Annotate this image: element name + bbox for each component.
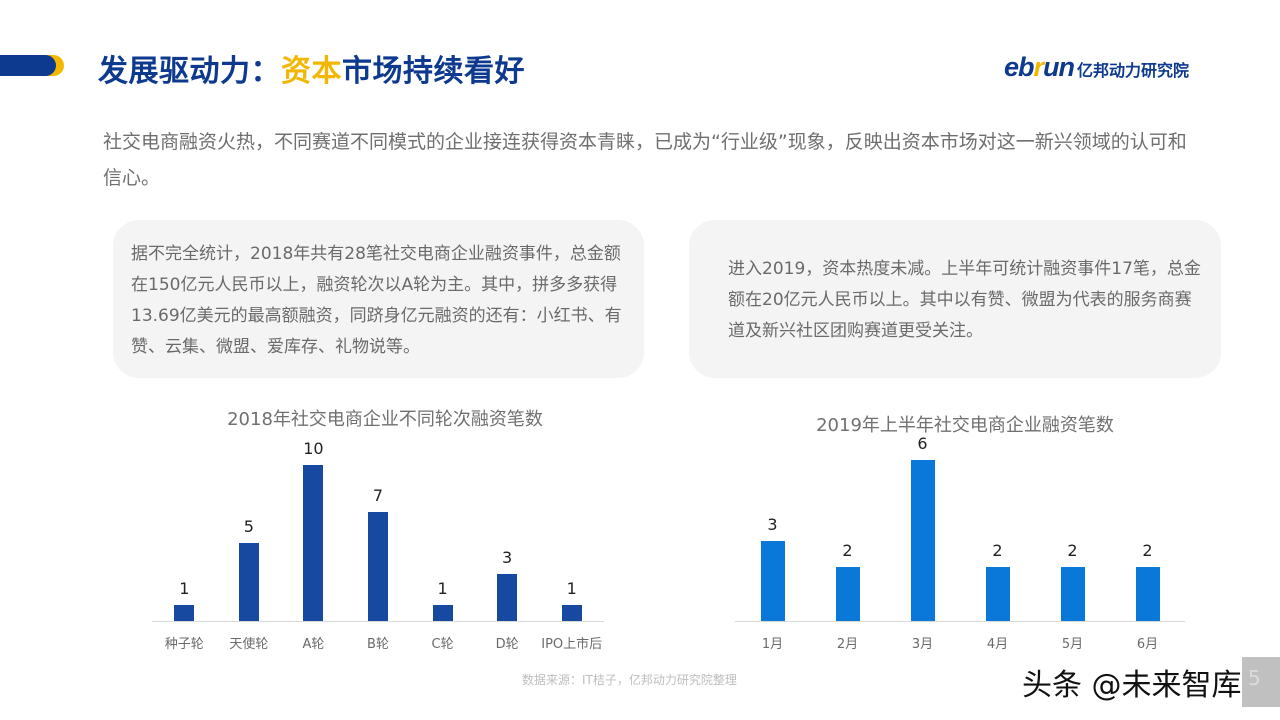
chart-title: 2018年社交电商企业不同轮次融资笔数 (227, 409, 543, 430)
accent-bar-blue (0, 55, 56, 76)
bar-value-label: 1 (179, 579, 190, 599)
bar (1135, 567, 1160, 621)
logo-chinese: 亿邦动力研究院 (1077, 61, 1190, 80)
category-label: 种子轮 (164, 637, 204, 652)
data-source-note: 数据来源：IT桔子，亿邦动力研究院整理 (522, 673, 737, 687)
chart-2019-monthly: 2019年上半年社交电商企业融资笔数 3 1月 2 2月 6 3月 2 4月 2 5月 2 6月 (730, 400, 1200, 660)
category-label: IPO上市后 (541, 637, 603, 652)
card-text: 据不完全统计，2018年共有28笔社交电商企业融资事件，总金额在150亿元人民币… (131, 244, 622, 357)
bar-value-label: 2 (1067, 541, 1078, 561)
title-highlight: 资本 (281, 54, 342, 89)
intro-paragraph: 社交电商融资火热，不同赛道不同模式的企业接连获得资本青睐，已成为“行业级”现象，… (103, 131, 1187, 189)
page-number: 5 (1248, 666, 1261, 690)
bar-value-label: 3 (502, 548, 513, 568)
bar (432, 605, 453, 621)
chart-baseline (152, 621, 604, 622)
title-prefix: 发展驱动力： (98, 54, 281, 89)
bar (497, 574, 518, 621)
card-2019-summary: 进入2019，资本热度未减。上半年可统计融资事件17笔，总金额在20亿元人民币以… (689, 220, 1221, 378)
card-2018-summary: 据不完全统计，2018年共有28笔社交电商企业融资事件，总金额在150亿元人民币… (113, 220, 644, 378)
bar (238, 543, 259, 621)
category-label: D轮 (495, 637, 519, 652)
chart-2018-rounds: 2018年社交电商企业不同轮次融资笔数 1 种子轮 5 天使轮 10 A轮 7 B轮 1 C轮 3 D… (150, 400, 620, 660)
category-label: A轮 (302, 637, 325, 652)
bar-value-label: 2 (1142, 541, 1153, 561)
bar (561, 605, 582, 621)
category-label: B轮 (367, 637, 389, 652)
page-number-box (1242, 657, 1280, 707)
category-label: 3月 (911, 637, 934, 652)
bar-value-label: 1 (437, 579, 448, 599)
bar (985, 567, 1010, 621)
bar (835, 567, 860, 621)
bar-value-label: 5 (243, 517, 254, 536)
bar (368, 511, 388, 621)
page-title: 发展驱动力：资本市场持续看好 (98, 46, 525, 90)
category-label: 2月 (836, 637, 859, 652)
category-label: 5月 (1061, 637, 1084, 652)
category-label: 4月 (986, 637, 1009, 652)
bar-value-label: 2 (992, 541, 1003, 561)
bar (174, 605, 195, 621)
category-label: 1月 (761, 637, 784, 652)
bar-value-label: 2 (842, 541, 853, 561)
logo-eb: eb (1004, 52, 1034, 82)
bar (1060, 567, 1085, 621)
bar (910, 460, 935, 621)
bar (303, 465, 324, 621)
card-text: 进入2019，资本热度未减。上半年可统计融资事件17笔，总金额在20亿元人民币以… (728, 259, 1201, 341)
bar (760, 540, 785, 621)
logo-r: r (1033, 52, 1044, 82)
category-label: 6月 (1136, 637, 1159, 652)
ebrun-logo: ebrun 亿邦动力研究院 (1004, 52, 1189, 83)
bar-value-label: 7 (372, 485, 384, 505)
bar-value-label: 3 (767, 514, 778, 534)
bar-value-label: 1 (566, 579, 577, 599)
logo-un: un (1043, 52, 1075, 82)
category-label: 天使轮 (229, 637, 269, 652)
logo-wordmark: ebrun (1004, 52, 1075, 83)
chart-title: 2019年上半年社交电商企业融资笔数 (816, 415, 1114, 436)
watermark: 头条 @未来智库 (1022, 668, 1242, 703)
title-suffix: 市场持续看好 (342, 54, 525, 89)
bar-value-label: 10 (303, 439, 324, 458)
bar-value-label: 6 (917, 434, 928, 453)
category-label: C轮 (431, 637, 454, 652)
chart-baseline (735, 621, 1185, 622)
